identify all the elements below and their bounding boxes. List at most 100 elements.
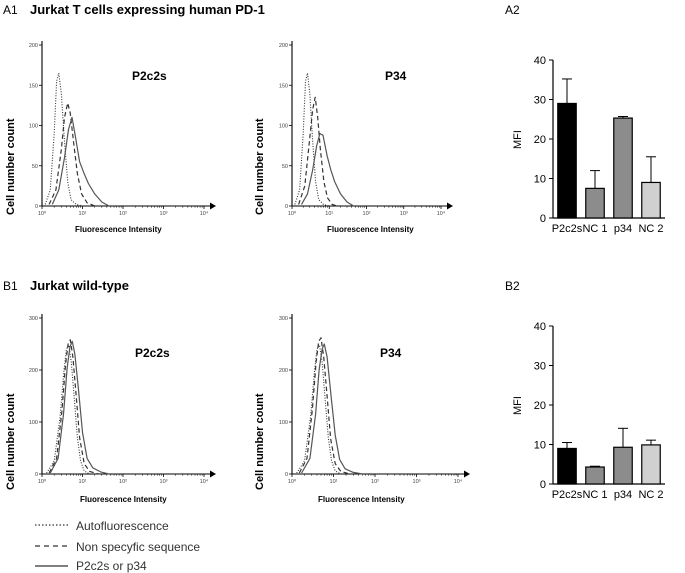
histogram-b1-p2c2s: 0 100 200 300 10⁰ 10¹ 10² 10³ 10⁴ P2c2s	[29, 314, 216, 485]
x-tick-label: 10¹	[330, 479, 338, 485]
header-b: Jurkat wild-type	[30, 278, 129, 293]
bar-nc-1	[585, 187, 605, 219]
y-tick-label: 0	[35, 472, 38, 478]
series-solid	[51, 116, 110, 207]
y-tick-label: 50	[32, 164, 38, 170]
header-a: Jurkat T cells expressing human PD-1	[30, 2, 265, 17]
series-dotted	[296, 344, 342, 475]
x-tick-label: p34	[614, 223, 632, 235]
x-tick-label: 10³	[413, 479, 421, 485]
x-tick-label: 10⁴	[437, 210, 446, 217]
y-tick-label: 40	[534, 321, 546, 333]
x-axis-arrow-icon	[464, 470, 470, 478]
x-tick-label: 10⁰	[38, 478, 47, 485]
x-tick-label: p34	[614, 489, 632, 501]
x-tick-label: 10³	[160, 479, 168, 485]
x-tick-label: 10¹	[325, 211, 333, 217]
x-tick-label: NC 1	[582, 489, 607, 501]
bar-nc-2	[641, 181, 661, 219]
y-tick-label: 150	[29, 83, 38, 89]
x-tick-label: 10³	[400, 211, 408, 217]
hist-ylabel-a1-right: Cell number count	[254, 118, 266, 215]
y-tick-label: 100	[29, 420, 38, 426]
series-solid	[301, 343, 363, 475]
y-tick-label: 0	[285, 204, 288, 210]
series-dashed	[48, 339, 99, 475]
bar-chart-b2: 0 10 20 30 40 MFI P2c2s NC 1 p34 NC 2	[512, 321, 665, 501]
x-tick-label: 10¹	[79, 479, 87, 485]
legend-label-p2c2s-or-p34: P2c2s or p34	[76, 559, 147, 573]
bar-chart-a2: 0 10 20 30 40 MFI P2c2s NC 1 p34 NC 2	[512, 55, 665, 235]
y-tick-label: 200	[279, 368, 288, 374]
bar-nc-2	[641, 444, 661, 485]
y-tick-label: 200	[279, 43, 288, 49]
hist-ylabel-b1-right: Cell number count	[254, 393, 266, 490]
x-tick-label: 10⁰	[288, 210, 297, 217]
bar-nc-1	[585, 466, 605, 485]
x-tick-label: 10⁴	[200, 210, 209, 217]
histogram-b1-p34: 0 100 200 300 10⁰ 10¹ 10² 10³ 10⁴ P34	[279, 314, 470, 485]
y-tick-label: 30	[534, 95, 546, 107]
y-tick-label: 20	[534, 400, 546, 412]
y-tick-label: 100	[279, 124, 288, 130]
chart-title: P2c2s	[135, 346, 170, 360]
y-tick-label: 10	[534, 440, 546, 452]
panel-label-a2: A2	[505, 3, 520, 17]
x-tick-label: 10⁴	[200, 478, 209, 485]
x-axis-arrow-icon	[210, 470, 216, 478]
x-tick-label: NC 1	[582, 223, 607, 235]
x-tick-label: 10²	[119, 479, 127, 485]
bar-p34	[613, 446, 633, 485]
x-tick-label: 10²	[363, 211, 371, 217]
series-dotted	[294, 72, 330, 207]
series-dashed	[298, 337, 351, 475]
bar-p2c2s	[557, 447, 577, 485]
y-tick-label: 200	[29, 43, 38, 49]
chart-title: P2c2s	[132, 69, 167, 83]
bar-p34	[613, 117, 633, 219]
y-tick-label: 0	[540, 479, 546, 491]
hist-xlabel-a1-left: Fluorescence Intensity	[75, 225, 162, 234]
y-axis-label: MFI	[512, 396, 524, 415]
hist-xlabel-a1-right: Fluorescence Intensity	[327, 225, 414, 234]
bar-p2c2s	[557, 102, 577, 219]
x-tick-label: NC 2	[638, 489, 663, 501]
y-tick-label: 300	[29, 316, 38, 322]
chart-title: P34	[385, 69, 407, 83]
x-tick-label: 10²	[371, 479, 379, 485]
x-tick-label: 10³	[160, 211, 168, 217]
hist-xlabel-b1-right: Fluorescence Intensity	[318, 495, 405, 504]
x-tick-label: 10⁰	[38, 210, 47, 217]
y-tick-label: 40	[534, 55, 546, 67]
hist-ylabel-b1-left: Cell number count	[5, 393, 17, 490]
y-tick-label: 20	[534, 134, 546, 146]
x-tick-label: NC 2	[638, 223, 663, 235]
series-dashed	[48, 102, 95, 207]
x-tick-label: 10⁰	[288, 478, 297, 485]
y-tick-label: 200	[29, 368, 38, 374]
x-tick-label: 10¹	[79, 211, 87, 217]
y-tick-label: 0	[285, 472, 288, 478]
x-tick-label: P2c2s	[552, 489, 583, 501]
series-dotted	[46, 344, 90, 475]
x-tick-label: 10²	[119, 211, 127, 217]
y-tick-label: 150	[279, 83, 288, 89]
x-tick-label: P2c2s	[552, 223, 583, 235]
x-tick-label: 10⁴	[454, 478, 463, 485]
y-tick-label: 10	[534, 174, 546, 186]
y-tick-label: 300	[279, 316, 288, 322]
series-dotted	[44, 72, 83, 207]
panel-label-b1: B1	[3, 279, 18, 293]
x-axis-arrow-icon	[210, 202, 216, 210]
hist-ylabel-a1-left: Cell number count	[5, 118, 17, 215]
legend: Autofluorescence Non specyfic sequence P…	[35, 519, 200, 573]
x-axis-arrow-icon	[447, 202, 453, 210]
series-solid	[49, 340, 110, 475]
y-tick-label: 0	[540, 213, 546, 225]
legend-label-autofluorescence: Autofluorescence	[76, 519, 169, 533]
y-tick-label: 50	[282, 164, 288, 170]
y-tick-label: 30	[534, 361, 546, 373]
legend-label-non-specific: Non specyfic sequence	[76, 540, 200, 554]
panel-label-a1: A1	[3, 3, 18, 17]
